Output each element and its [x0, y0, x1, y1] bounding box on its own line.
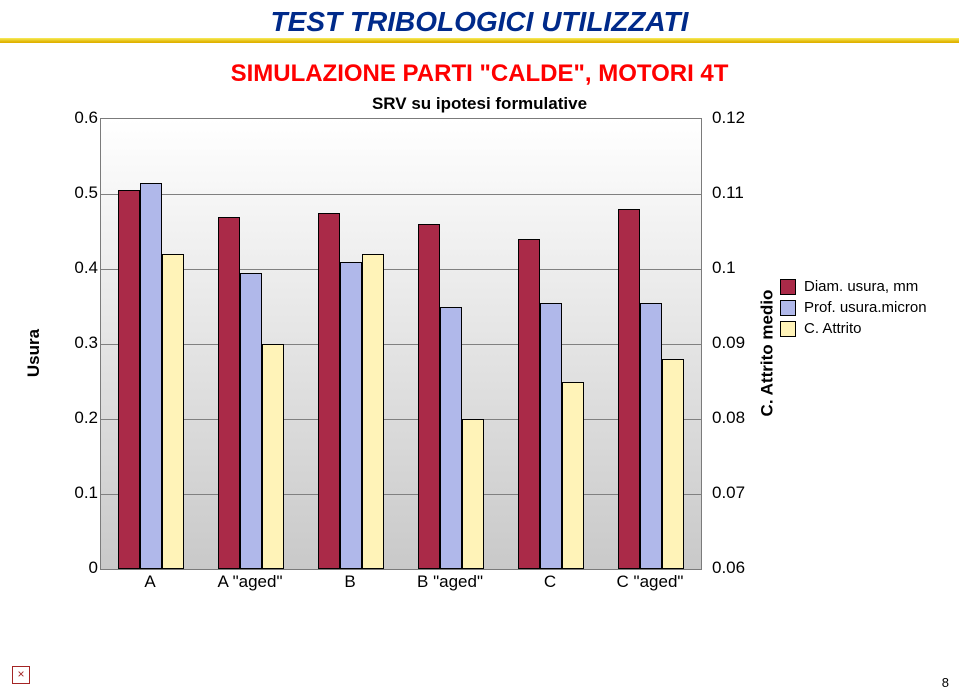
bar-diam [218, 217, 240, 570]
bar-prof [240, 273, 262, 569]
x-tick-label: B "aged" [417, 572, 483, 592]
gridline [101, 194, 701, 195]
x-tick-label: A [144, 572, 155, 592]
page: TEST TRIBOLOGICI UTILIZZATI SIMULAZIONE … [0, 0, 959, 696]
bar-diam [618, 209, 640, 569]
plot-area [100, 118, 702, 570]
gridline [101, 344, 701, 345]
bar-attr [262, 344, 284, 569]
legend-swatch [780, 321, 796, 337]
legend-swatch [780, 300, 796, 316]
y-left-tick: 0.4 [52, 258, 98, 278]
legend-label: Prof. usura.micron [804, 299, 927, 316]
chart-title: SRV su ipotesi formulative [0, 94, 959, 114]
x-tick-label: B [344, 572, 355, 592]
bar-attr [162, 254, 184, 569]
bar-prof [440, 307, 462, 570]
x-tick-label: A "aged" [217, 572, 282, 592]
page-number: 8 [942, 675, 949, 690]
broken-image-icon: × [12, 666, 30, 684]
y-left-tick: 0.6 [52, 108, 98, 128]
legend-item: C. Attrito [780, 320, 950, 337]
y-axis-left-ticks: 00.10.20.30.40.50.6 [52, 118, 98, 568]
x-tick-label: C "aged" [617, 572, 684, 592]
bar-diam [518, 239, 540, 569]
bar-diam [318, 213, 340, 569]
y-axis-right-label: C. Attrito medio [755, 118, 779, 588]
y-left-tick: 0.5 [52, 183, 98, 203]
bar-prof [640, 303, 662, 569]
subtitle: SIMULAZIONE PARTI "CALDE", MOTORI 4T [0, 60, 959, 88]
bar-prof [140, 183, 162, 569]
legend: Diam. usura, mm Prof. usura.micron C. Attr… [780, 278, 950, 341]
legend-item: Prof. usura.micron [780, 299, 950, 316]
legend-swatch [780, 279, 796, 295]
legend-item: Diam. usura, mm [780, 278, 950, 295]
bar-attr [562, 382, 584, 570]
gridline [101, 494, 701, 495]
gridline [101, 419, 701, 420]
title-rule [0, 38, 959, 42]
bar-diam [418, 224, 440, 569]
y-left-tick: 0.3 [52, 333, 98, 353]
bar-diam [118, 190, 140, 569]
bar-attr [462, 419, 484, 569]
bar-prof [540, 303, 562, 569]
y-axis-left-label: Usura [22, 118, 46, 588]
legend-label: Diam. usura, mm [804, 278, 918, 295]
y-axis-right-ticks: 0.060.070.080.090.10.110.12 [702, 118, 762, 568]
y-left-tick: 0.1 [52, 483, 98, 503]
page-title: TEST TRIBOLOGICI UTILIZZATI [0, 0, 959, 38]
legend-label: C. Attrito [804, 320, 862, 337]
bar-prof [340, 262, 362, 570]
bar-attr [362, 254, 384, 569]
y-left-tick: 0.2 [52, 408, 98, 428]
x-tick-label: C [544, 572, 556, 592]
x-axis-labels: A A "aged" B B "aged" C C "aged" [100, 570, 700, 598]
bar-attr [662, 359, 684, 569]
y-left-tick: 0 [52, 558, 98, 578]
gridline [101, 269, 701, 270]
